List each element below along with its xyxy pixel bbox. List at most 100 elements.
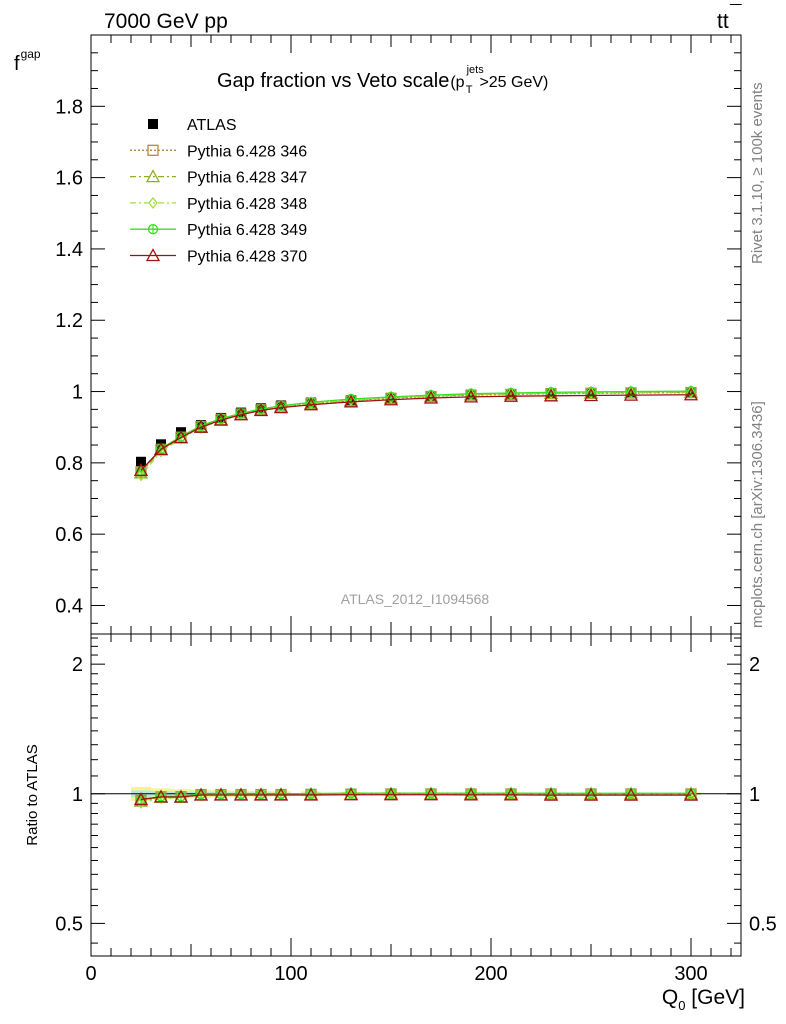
series-line-3: [140, 390, 692, 472]
ratio-point-4: [213, 787, 229, 801]
ratio-point-4: [303, 787, 319, 801]
series-point-2: [546, 386, 556, 400]
ratio-point-2: [626, 787, 636, 800]
series-point-4: [133, 462, 149, 476]
x-tick-label: 0: [85, 963, 96, 985]
x-tick-label: 100: [274, 963, 307, 985]
series-point-2: [156, 445, 166, 458]
legend-marker: [148, 196, 158, 209]
ratio-point-4: [583, 787, 599, 801]
ratio-point-4: [463, 787, 479, 801]
ratio-x-ticks: 0 100 200 300: [85, 634, 732, 985]
ratio-y-tick-label-right: 2: [749, 654, 760, 676]
ratio-point-4: [383, 787, 399, 801]
series-line-4: [140, 394, 692, 471]
main-series: [133, 384, 699, 482]
series-point-4: [153, 441, 169, 455]
ratio-point-4: [423, 787, 439, 801]
legend-label: ATLAS: [187, 117, 237, 134]
ratio-point-2: [136, 796, 146, 809]
chart-title-main: Gap fraction vs Veto scale: [217, 70, 449, 92]
series-point-2: [626, 386, 636, 399]
series-point-4: [543, 388, 559, 402]
x-axis-label: Q0 [GeV]: [662, 986, 745, 1013]
series-point-4: [273, 400, 289, 414]
series-point-4: [583, 388, 599, 402]
main-y-tick-label: 0.6: [55, 524, 83, 546]
series-point-4: [463, 389, 479, 403]
chart-title-sub: T: [466, 84, 473, 96]
ratio-y-tick-label: 1: [72, 784, 83, 806]
ratio-point-2: [386, 787, 396, 800]
series-point-4: [423, 390, 439, 404]
legend-label: Pythia 6.428 348: [187, 196, 307, 213]
legend-entry-3: Pythia 6.428 348: [130, 196, 307, 213]
x-axis-label-main: Q: [662, 986, 678, 1009]
series-point-4: [383, 392, 399, 406]
ratio-point-4: [193, 787, 209, 801]
x-tick-label: 300: [674, 963, 707, 985]
ratio-point-2: [466, 787, 476, 800]
energy-label: 7000 GeV pp: [104, 10, 228, 33]
series-point-2: [136, 469, 146, 482]
chart-title: Gap fraction vs Veto scale(pjets T >25 GeV…: [217, 64, 548, 96]
ratio-point-2: [546, 787, 556, 800]
rivet-label: Rivet 3.1.10, ≥ 100k events: [749, 82, 766, 264]
ratio-point-4: [343, 787, 359, 801]
ratio-point-2: [426, 787, 436, 800]
ratio-series: [133, 786, 699, 809]
series-point-4: [303, 397, 319, 411]
series-line-1: [140, 391, 692, 474]
main-y-tick-label: 1.6: [55, 168, 83, 190]
legend-label: Pythia 6.428 349: [187, 222, 307, 239]
legend-marker: [145, 248, 161, 262]
series-point-2: [466, 388, 476, 401]
legend-entry-1: Pythia 6.428 346: [130, 143, 307, 160]
main-y-tick-label: 0.4: [55, 595, 83, 617]
legend-marker: [147, 224, 159, 235]
legend-entry-2: Pythia 6.428 347: [130, 169, 307, 187]
series-point-4: [683, 387, 699, 401]
ratio-point-4: [623, 787, 639, 801]
series-line-0: [140, 391, 692, 473]
ratio-y-ticks: 0.5 0.5 1 1 2 2: [55, 637, 777, 944]
legend-label: Pythia 6.428 346: [187, 143, 307, 160]
main-y-tick-label: 1.8: [55, 96, 83, 118]
legend-entry-0: ATLAS: [148, 117, 237, 134]
series-point-4: [193, 419, 209, 433]
process-label-base: tt: [717, 10, 729, 33]
ratio-y-label: Ratio to ATLAS: [24, 744, 41, 845]
series-point-2: [586, 386, 596, 399]
legend-entry-4: Pythia 6.428 349: [130, 222, 307, 239]
series-point-2: [386, 391, 396, 404]
chart-title-sup: jets: [466, 64, 485, 76]
legend-label: Pythia 6.428 347: [187, 170, 307, 187]
main-y-tick-label: 0.8: [55, 453, 83, 475]
series-point-4: [623, 387, 639, 401]
ratio-point-2: [586, 787, 596, 800]
ratio-point-4: [273, 787, 289, 801]
ratio-point-4: [173, 789, 189, 803]
ratio-point-4: [233, 787, 249, 801]
legend-entry-5: Pythia 6.428 370: [130, 248, 307, 266]
chart-title-paren: (p: [450, 74, 464, 91]
ratio-frame: [90, 633, 742, 957]
main-y-label-main: f: [14, 53, 20, 75]
ratio-point-2: [686, 787, 696, 800]
mcplots-label: mcplots.cern.ch [arXiv:1306.3436]: [749, 401, 766, 628]
main-y-tick-label: 1.4: [55, 239, 83, 261]
series-point-4: [503, 388, 519, 402]
process-label-bar: ¯: [729, 2, 742, 25]
ratio-point-4: [503, 787, 519, 801]
main-y-label-sub: gap: [21, 47, 41, 61]
series-point-2: [686, 385, 696, 398]
main-y-label: fgap: [14, 47, 41, 75]
ratio-y-tick-label: 0.5: [55, 913, 83, 935]
legend-label: Pythia 6.428 370: [187, 249, 307, 266]
ratio-point-4: [133, 792, 149, 806]
ratio-point-4: [683, 787, 699, 801]
x-axis-label-tail: [GeV]: [685, 986, 745, 1009]
series-point-2: [506, 387, 516, 400]
series-line-2: [140, 391, 692, 476]
ratio-panel: 0.5 0.5 1 1 2 2 0 100 200 300 Ratio to ATLAS Q0 …: [24, 633, 777, 1013]
